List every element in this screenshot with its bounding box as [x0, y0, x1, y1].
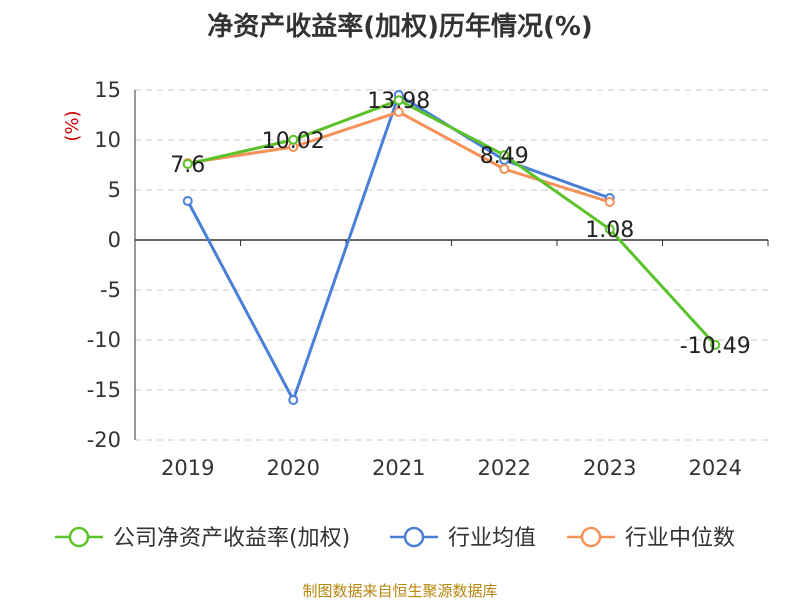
series-line	[187, 110, 611, 204]
data-point	[288, 134, 299, 145]
series-line	[186, 93, 611, 402]
x-tick-label: 2024	[689, 456, 742, 480]
x-tick-label: 2022	[478, 456, 531, 480]
legend-marker	[68, 526, 90, 548]
data-point	[393, 95, 404, 106]
y-unit-label: (%)	[62, 110, 83, 141]
legend-marker	[580, 526, 602, 548]
data-label: 7.6	[170, 153, 205, 178]
data-label: 1.08	[585, 218, 634, 243]
legend-label: 行业中位数	[625, 526, 735, 551]
legend-marker	[403, 526, 425, 548]
source-footer: 制图数据来自恒生聚源数据库	[302, 582, 498, 600]
data-point	[710, 339, 721, 350]
y-tick-label: 15	[94, 78, 121, 102]
legend-label: 行业均值	[448, 526, 536, 551]
y-tick-label: 0	[108, 228, 121, 252]
data-label: 13.98	[367, 89, 430, 114]
data-label: -10.49	[680, 334, 751, 359]
y-tick-label: 5	[108, 178, 121, 202]
data-point	[182, 196, 193, 206]
data-point	[604, 197, 615, 207]
data-label: 10.02	[262, 129, 325, 154]
chart-title: 净资产收益率(加权)历年情况(%)	[207, 12, 593, 42]
y-tick-label: 10	[94, 128, 121, 152]
data-label: 8.49	[480, 144, 529, 169]
x-tick-label: 2020	[267, 456, 320, 480]
data-point	[499, 150, 510, 161]
data-point	[182, 159, 193, 169]
data-point	[288, 395, 299, 405]
x-tick-label: 2019	[161, 456, 214, 480]
y-tick-label: -10	[87, 328, 121, 352]
x-tick-label: 2023	[583, 456, 636, 480]
y-tick-label: -15	[87, 378, 121, 402]
data-point	[393, 107, 404, 117]
y-tick-label: -5	[100, 278, 121, 302]
series-line	[187, 98, 717, 346]
y-tick-label: -20	[87, 428, 121, 452]
data-point	[499, 164, 510, 174]
data-point	[604, 224, 615, 235]
x-tick-label: 2021	[372, 456, 425, 480]
legend-label: 公司净资产收益率(加权)	[113, 526, 350, 551]
